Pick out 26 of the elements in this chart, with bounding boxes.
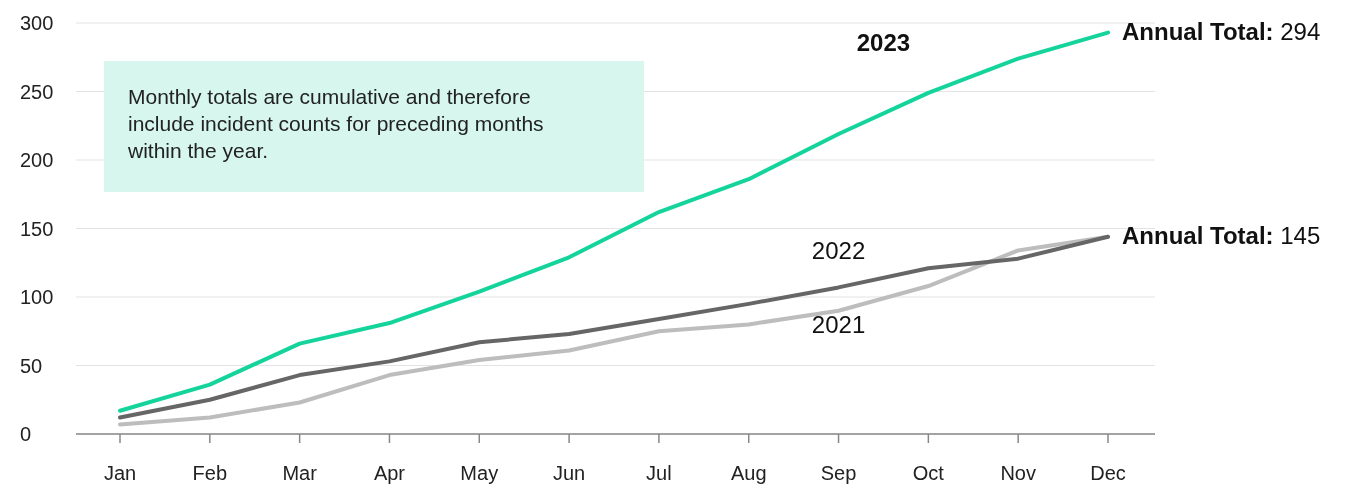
- note-box: Monthly totals are cumulative and therefore include incident counts for preceding months within the year.: [104, 61, 644, 192]
- annotation: Annual Total: 145: [1122, 221, 1321, 249]
- x-tick-label: Dec: [1090, 462, 1126, 484]
- y-tick-label: 250: [20, 80, 54, 103]
- y-tick-label: 300: [20, 12, 54, 34]
- y-tick-label: 0: [20, 423, 32, 445]
- x-tick-label: Sep: [820, 462, 857, 484]
- x-tick-label: Jun: [552, 462, 586, 484]
- series-label: 2021: [811, 310, 866, 338]
- series-label: 2022: [811, 237, 866, 265]
- y-tick-label: 50: [20, 354, 43, 377]
- y-tick-label: 100: [20, 286, 54, 308]
- x-tick-label: Aug: [730, 462, 767, 484]
- x-tick-label: Jan: [103, 462, 137, 484]
- line-series: [118, 30, 1110, 413]
- y-tick-label: 200: [20, 149, 54, 171]
- x-tick-label: Mar: [282, 462, 318, 484]
- series-label: 2023: [856, 29, 911, 57]
- y-tick-label: 150: [20, 217, 54, 240]
- annotation: Annual Total: 294: [1122, 17, 1321, 45]
- x-tick-label: Oct: [912, 462, 945, 484]
- x-tick-label: Feb: [192, 462, 228, 484]
- x-tick-label: May: [460, 462, 499, 484]
- x-tick-label: Nov: [1000, 462, 1036, 484]
- x-tick-label: Jul: [646, 462, 672, 484]
- x-tick-label: Apr: [373, 462, 406, 484]
